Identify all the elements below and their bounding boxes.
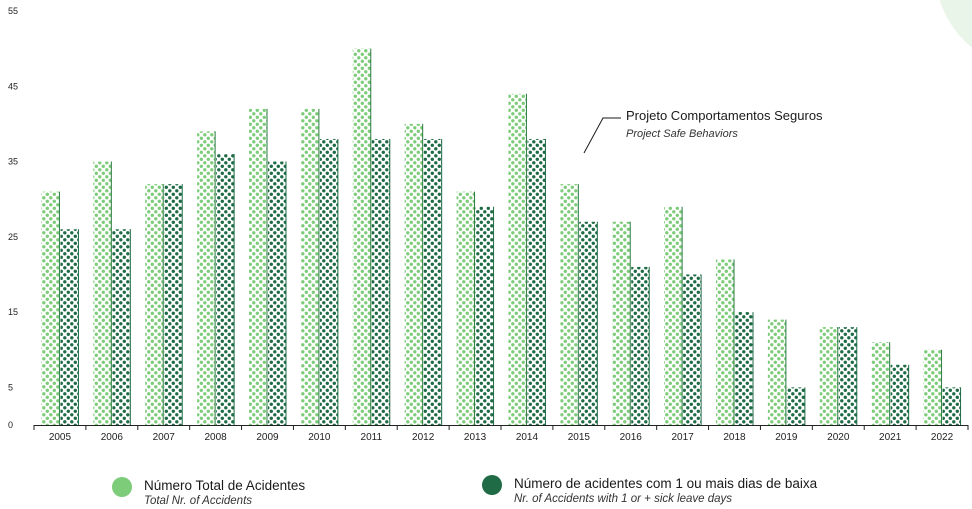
bar-total: [404, 123, 423, 425]
y-tick-label: 35: [8, 157, 18, 167]
bar-total: [612, 221, 631, 425]
legend-swatch-sick-leave: [482, 475, 502, 495]
bar-total: [560, 184, 579, 425]
x-tick-label: 2020: [827, 432, 850, 443]
bars: [41, 48, 962, 426]
legend-sublabel-sick-leave: Nr. of Accidents with 1 or + sick leave …: [514, 493, 733, 505]
legend-label-sick-leave: Número de acidentes com 1 ou mais dias d…: [514, 476, 818, 491]
legend-label-total: Número Total de Acidentes: [144, 478, 306, 493]
bar-sick-leave: [319, 138, 338, 426]
bar-total: [41, 191, 60, 425]
bar-sick-leave: [60, 229, 79, 425]
bar-total: [508, 93, 527, 426]
legend-item-sick-leave: Número de acidentes com 1 ou mais dias d…: [482, 475, 817, 507]
x-tick-label: 2019: [775, 432, 798, 443]
x-tick-label: 2006: [101, 432, 124, 443]
bar-sick-leave: [268, 161, 286, 425]
x-axis: 2005 2006 2007 2008 2009 2010 2011 2012 2013 2014…: [33, 425, 969, 443]
annotation-subtitle: Project Safe Behaviors: [626, 128, 738, 140]
bar-sick-leave: [786, 387, 805, 425]
bar-sick-leave: [631, 266, 650, 425]
annotation-title: Projeto Comportamentos Seguros: [626, 108, 823, 123]
bar-sick-leave: [371, 138, 390, 426]
bar-sick-leave: [579, 221, 598, 425]
bar-sick-leave: [838, 327, 857, 425]
bar-total: [93, 161, 112, 425]
y-axis: 0 5 15 25 35 45 55: [8, 6, 18, 430]
x-tick-label: 2018: [723, 432, 746, 443]
bar-total: [456, 191, 475, 425]
legend-swatch-total: [112, 477, 132, 497]
bar-sick-leave: [735, 312, 753, 425]
bar-total: [664, 206, 683, 425]
x-tick-label: 2008: [204, 432, 227, 443]
bar-total: [871, 342, 890, 425]
x-tick-label: 2007: [153, 432, 176, 443]
bar-sick-leave: [942, 387, 961, 425]
bar-total: [352, 48, 371, 426]
bar-sick-leave: [216, 154, 235, 425]
bar-total: [767, 319, 786, 425]
bar-sick-leave: [164, 184, 183, 425]
x-tick-label: 2009: [256, 432, 279, 443]
bar-sick-leave: [112, 229, 131, 425]
annotation: Projeto Comportamentos Seguros Project S…: [583, 108, 823, 154]
x-tick-label: 2015: [568, 432, 591, 443]
x-tick-label: 2022: [931, 432, 954, 443]
x-tick-label: 2013: [464, 432, 487, 443]
bar-total: [197, 131, 216, 425]
x-tick-label: 2012: [412, 432, 435, 443]
y-tick-label: 55: [8, 6, 18, 16]
corner-decoration: [939, 0, 972, 48]
bar-sick-leave: [423, 138, 442, 426]
bar-sick-leave: [527, 138, 546, 426]
bar-total: [716, 259, 734, 425]
x-tick-label: 2014: [516, 432, 539, 443]
bar-total: [923, 349, 942, 425]
bar-sick-leave: [890, 364, 909, 425]
legend-item-total: Número Total de Acidentes Total Nr. of A…: [112, 477, 305, 509]
x-tick-label: 2010: [308, 432, 331, 443]
bar-total: [145, 184, 164, 425]
annotation-leader-line: [583, 117, 621, 154]
y-tick-label: 15: [8, 307, 18, 317]
x-tick-label: 2005: [49, 432, 72, 443]
y-tick-label: 45: [8, 81, 18, 91]
bar-sick-leave: [475, 206, 494, 425]
legend-sublabel-total: Total Nr. of Accidents: [144, 495, 253, 507]
bar-total: [300, 108, 319, 425]
x-tick-label: 2016: [620, 432, 643, 443]
x-tick-label: 2021: [879, 432, 902, 443]
y-tick-label: 5: [8, 382, 13, 392]
y-tick-label: 0: [8, 420, 13, 430]
bar-sick-leave: [683, 274, 702, 425]
bar-total: [819, 327, 838, 425]
x-tick-label: 2011: [361, 432, 383, 443]
y-tick-label: 25: [8, 232, 18, 242]
x-tick-label: 2017: [671, 432, 694, 443]
bar-total: [249, 108, 267, 425]
